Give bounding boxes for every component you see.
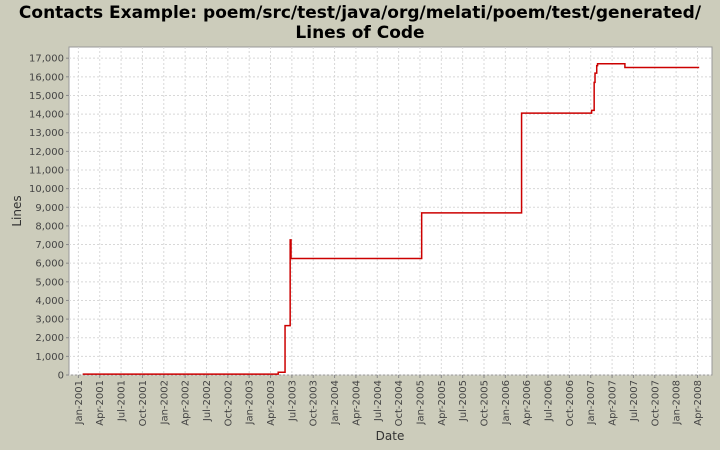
x-tick-label: Jan-2005 (415, 380, 426, 425)
y-tick-label: 9,000 (35, 203, 64, 214)
x-tick-label: Jul-2007 (629, 380, 640, 422)
y-tick-label: 14,000 (29, 110, 64, 121)
x-tick-label: Oct-2001 (138, 380, 149, 426)
chart-title: Lines of Code (295, 23, 424, 43)
x-tick-label: Jan-2001 (74, 380, 85, 425)
x-tick-label: Apr-2006 (522, 380, 533, 426)
y-tick-label: 12,000 (29, 147, 64, 158)
plot-area (68, 46, 713, 376)
y-tick-label: 2,000 (35, 333, 64, 344)
x-tick-label: Apr-2002 (181, 380, 192, 426)
x-tick-label: Jul-2006 (544, 380, 555, 422)
y-tick-label: 8,000 (35, 221, 64, 232)
y-tick-label: 16,000 (29, 72, 64, 83)
x-tick-label: Jan-2008 (672, 380, 683, 425)
y-tick-label: 6,000 (35, 259, 64, 270)
y-tick-label: 5,000 (35, 277, 64, 288)
x-tick-label: Apr-2003 (266, 380, 277, 426)
x-tick-label: Oct-2004 (394, 380, 405, 426)
x-tick-label: Apr-2007 (608, 380, 619, 426)
x-tick-label: Jul-2005 (458, 380, 469, 422)
y-tick-label: 17,000 (29, 54, 64, 65)
x-tick-label: Apr-2008 (693, 380, 704, 426)
x-tick-label: Jan-2006 (501, 380, 512, 425)
x-tick-label: Apr-2001 (95, 380, 106, 426)
x-tick-label: Jan-2007 (586, 380, 597, 425)
x-tick-label: Oct-2005 (480, 380, 491, 426)
y-tick-label: 3,000 (35, 315, 64, 326)
x-tick-label: Oct-2003 (309, 380, 320, 426)
y-tick-label: 11,000 (29, 166, 64, 177)
x-axis-label: Date (376, 429, 405, 443)
x-tick-label: Jul-2002 (202, 380, 213, 422)
data-line (82, 63, 700, 375)
y-tick-label: 4,000 (35, 296, 64, 307)
y-axis-label: Lines (10, 195, 24, 226)
x-tick-label: Oct-2002 (223, 380, 234, 426)
y-tick-label: 7,000 (35, 240, 64, 251)
x-tick-label: Jul-2004 (373, 380, 384, 422)
x-tick-label: Jan-2003 (245, 380, 256, 425)
x-tick-label: Jul-2003 (287, 380, 298, 422)
chart-title: Contacts Example: poem/src/test/java/org… (19, 3, 702, 23)
x-tick-label: Apr-2005 (437, 380, 448, 426)
x-tick-label: Jan-2004 (330, 380, 341, 425)
y-tick-label: 1,000 (35, 352, 64, 363)
x-tick-label: Jul-2001 (117, 380, 128, 422)
y-tick-label: 10,000 (29, 184, 64, 195)
y-tick-label: 13,000 (29, 128, 64, 139)
x-tick-label: Apr-2004 (351, 380, 362, 426)
x-tick-label: Oct-2007 (650, 380, 661, 426)
y-tick-label: 15,000 (29, 91, 64, 102)
x-tick-label: Jan-2002 (159, 380, 170, 425)
x-tick-label: Oct-2006 (565, 380, 576, 426)
y-tick-label: 0 (58, 371, 64, 382)
